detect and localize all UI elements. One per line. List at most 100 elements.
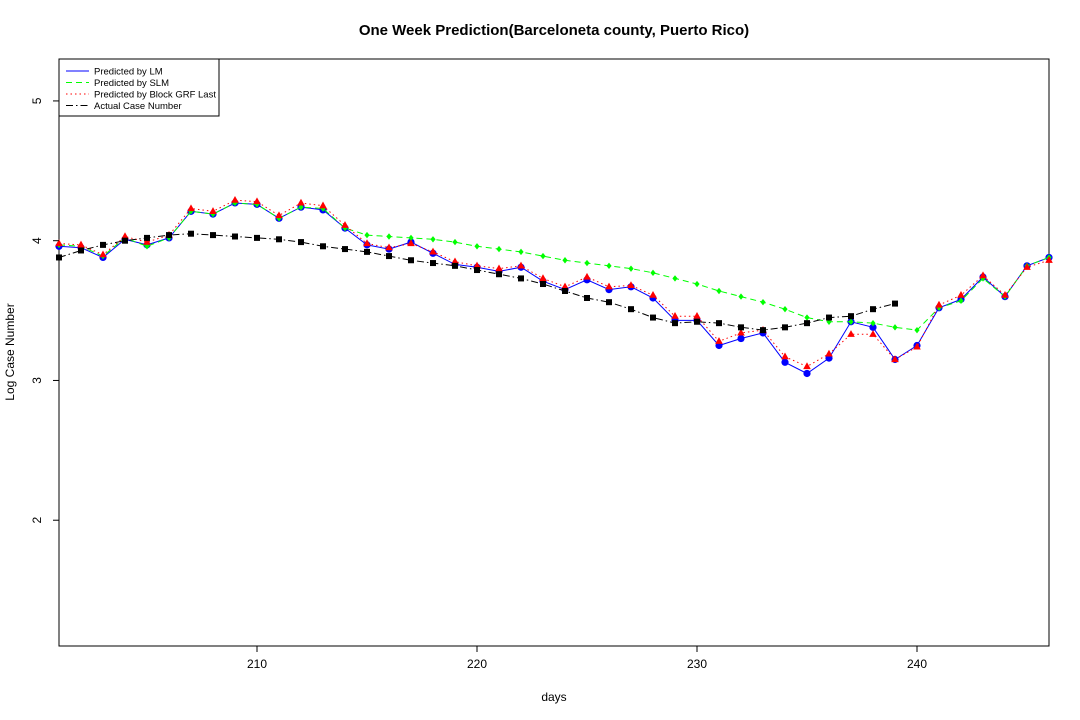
plot-frame: [58, 58, 1050, 647]
slm-point: [606, 262, 612, 270]
grf-point: [429, 247, 437, 255]
grf-point: [341, 221, 349, 228]
actual-point: [650, 314, 656, 321]
grf-point: [1001, 290, 1009, 298]
actual-point: [474, 267, 480, 274]
grf-point: [957, 290, 965, 298]
slm-point: [496, 245, 502, 253]
slm-point: [760, 298, 766, 306]
slm-point: [892, 324, 898, 331]
y-tick-label: 3: [30, 377, 44, 384]
actual-point: [276, 236, 282, 243]
legend-entry-actual: Actual Case Number: [94, 101, 182, 112]
grf-series: [55, 195, 1053, 370]
actual-point: [386, 253, 392, 260]
grf-point: [143, 237, 151, 245]
y-tick-label: 5: [30, 97, 44, 104]
grf-point: [495, 264, 503, 272]
actual-point: [232, 233, 238, 240]
actual-point: [320, 243, 326, 250]
actual-point: [804, 320, 810, 327]
slm-point: [716, 287, 722, 295]
slm-point: [562, 257, 568, 264]
slm-series: [56, 199, 1052, 334]
actual-point: [188, 230, 194, 237]
x-axis-label: days: [541, 690, 566, 704]
slm-line: [58, 202, 1050, 331]
grf-point: [605, 282, 613, 290]
actual-point: [672, 320, 678, 327]
grf-point: [671, 311, 679, 319]
grf-point: [121, 232, 129, 240]
grf-point: [209, 207, 217, 214]
actual-point: [716, 320, 722, 327]
grf-point: [539, 274, 547, 282]
legend-entry-lm: Predicted by LM: [94, 67, 163, 78]
grf-point: [297, 198, 305, 206]
actual-point: [166, 232, 172, 239]
grf-point: [781, 352, 789, 360]
grf-point: [869, 330, 877, 337]
actual-point: [562, 288, 568, 295]
slm-point: [672, 275, 678, 282]
actual-point: [364, 248, 370, 255]
grf-point: [825, 349, 833, 357]
y-tick-label: 4: [30, 237, 44, 244]
actual-point: [342, 246, 348, 253]
actual-point: [892, 300, 898, 307]
grf-point: [363, 239, 371, 247]
grf-point: [473, 261, 481, 269]
grf-line: [58, 199, 1050, 368]
actual-point: [848, 313, 854, 320]
legend-entry-slm: Predicted by SLM: [94, 78, 169, 89]
slm-point: [452, 238, 458, 246]
actual-point: [298, 239, 304, 246]
actual-point: [518, 275, 524, 282]
actual-point: [78, 247, 84, 254]
grf-point: [737, 328, 745, 336]
grf-point: [583, 272, 591, 280]
grf-point: [275, 211, 283, 219]
slm-point: [650, 269, 656, 277]
grf-point: [1023, 263, 1031, 270]
legend-entry-grf: Predicted by Block GRF Last: [94, 90, 216, 101]
grf-point: [979, 271, 987, 279]
grf-point: [627, 281, 635, 289]
y-tick-label: 2: [30, 517, 44, 524]
slm-point: [540, 252, 546, 260]
slm-point: [958, 297, 964, 304]
slm-point: [408, 234, 414, 242]
actual-point: [760, 327, 766, 334]
x-tick-label: 230: [687, 657, 707, 671]
actual-point: [826, 314, 832, 321]
actual-point: [122, 237, 128, 244]
actual-point: [540, 281, 546, 288]
slm-point: [386, 233, 392, 240]
x-tick-label: 240: [907, 657, 927, 671]
slm-point: [694, 280, 700, 288]
actual-point: [628, 306, 634, 313]
slm-point: [430, 236, 436, 243]
grf-point: [891, 355, 899, 363]
grf-point: [693, 311, 701, 319]
grf-point: [99, 250, 107, 258]
actual-point: [254, 234, 260, 241]
slm-point: [870, 319, 876, 327]
grf-point: [407, 239, 415, 247]
actual-point: [606, 299, 612, 306]
series-layer: [55, 195, 1053, 378]
lm-line: [58, 202, 1050, 375]
grf-point: [517, 261, 525, 269]
actual-series: [56, 230, 898, 334]
actual-point: [584, 294, 590, 301]
actual-point: [100, 241, 106, 248]
grf-point: [715, 337, 723, 344]
actual-point: [694, 318, 700, 325]
grf-point: [55, 239, 63, 247]
actual-point: [210, 232, 216, 239]
x-tick-label: 220: [467, 657, 487, 671]
actual-point: [782, 324, 788, 331]
slm-point: [584, 259, 590, 267]
